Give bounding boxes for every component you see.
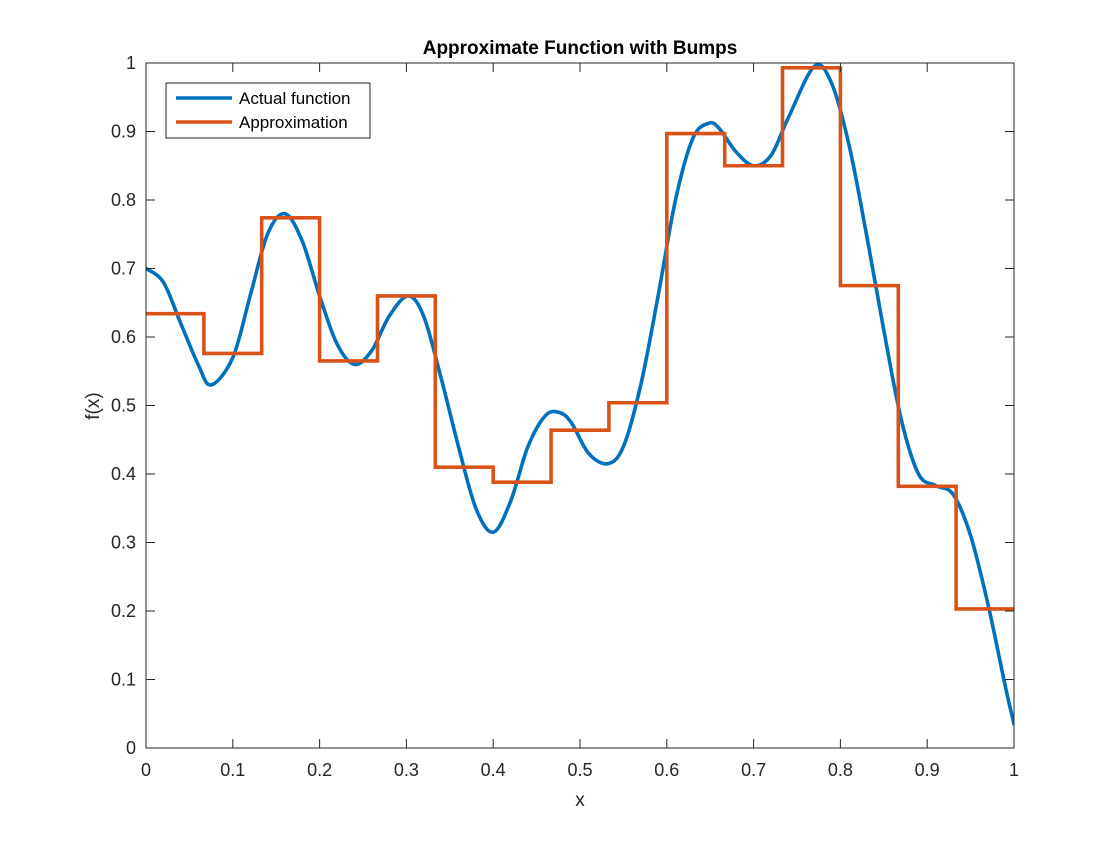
legend-entry-label: Actual function: [239, 89, 351, 108]
legend-entry-label: Approximation: [239, 113, 348, 132]
x-tick-label: 0.3: [394, 760, 419, 780]
x-tick-label: 0.7: [741, 760, 766, 780]
series-line-actual-function: [146, 63, 1014, 726]
series-line-approximation: [146, 65, 1014, 611]
y-tick-label: 0: [126, 738, 136, 758]
legend-box: [165, 82, 371, 139]
y-tick-label: 0.9: [111, 122, 136, 142]
x-tick-label: 1: [1009, 760, 1019, 780]
x-tick-label: 0.8: [828, 760, 853, 780]
y-tick-label: 0.7: [111, 259, 136, 279]
x-tick-label: 0.1: [220, 760, 245, 780]
plot-background: [146, 63, 1014, 748]
y-tick-label: 0.8: [111, 190, 136, 210]
x-tick-label: 0.2: [307, 760, 332, 780]
series-group: [146, 63, 1014, 726]
tick-labels-group: 0 0.1 0.2 0.3 0.4 0.5 0.6 0.7 0.8 0.9 1 0 0.1 0.2 0.3 0…: [111, 53, 1019, 780]
x-axis-label: x: [575, 790, 585, 811]
x-tick-label: 0.6: [654, 760, 679, 780]
x-tick-label: 0.9: [915, 760, 940, 780]
y-tick-label: 0.3: [111, 533, 136, 553]
y-tick-label: 0.5: [111, 396, 136, 416]
series-clip-group: [146, 63, 1014, 726]
x-tick-label: 0.4: [481, 760, 506, 780]
x-tick-label: 0.5: [567, 760, 592, 780]
x-tick-label: 0: [141, 760, 151, 780]
y-tick-label: 0.2: [111, 601, 136, 621]
y-tick-label: 0.6: [111, 327, 136, 347]
y-tick-label: 0.4: [111, 464, 136, 484]
legend: Actual function Approximation: [165, 82, 371, 139]
y-axis-label: f(x): [83, 392, 104, 419]
axes-group: [145, 62, 1015, 749]
chart-title: Approximate Function with Bumps: [423, 38, 738, 59]
y-tick-label: 1: [126, 53, 136, 73]
plot-area: [146, 63, 1014, 748]
y-tick-label: 0.1: [111, 670, 136, 690]
